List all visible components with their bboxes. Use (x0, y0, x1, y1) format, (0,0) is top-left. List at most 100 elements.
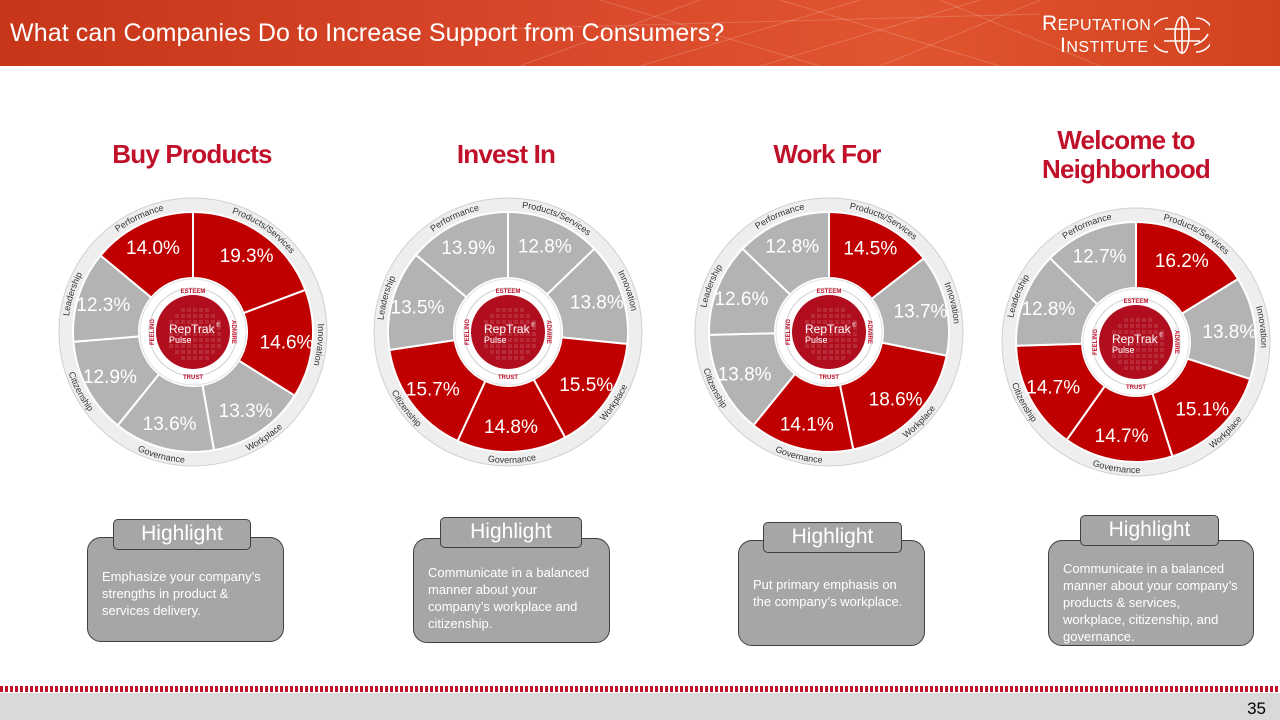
value-label-governance: 14.1% (780, 414, 834, 435)
reptrak-brand: RepTrak (169, 322, 216, 336)
value-label-performance: 12.7% (1073, 246, 1127, 267)
footer-dotted-divider (0, 686, 1280, 692)
reptrak-wheel-invest-in: 12.8%13.8%15.5%14.8%15.7%13.5%13.9%Produ… (373, 197, 643, 467)
logo-text-line1: REPUTATION (1042, 12, 1152, 35)
value-label-performance: 13.9% (441, 238, 495, 259)
reptrak-wheel-buy-products: 19.3%14.6%13.3%13.6%12.9%12.3%14.0%Produ… (58, 197, 328, 467)
pulse-grid (484, 308, 536, 360)
value-label-innovation: 13.8% (1202, 322, 1256, 343)
ring-word-trust: TRUST (819, 375, 839, 381)
value-label-performance: 12.8% (765, 236, 819, 257)
header-decoration (459, 0, 1101, 66)
value-label-products-services: 16.2% (1155, 251, 1209, 272)
category-label-governance: Governance (487, 452, 537, 465)
value-label-performance: 14.0% (126, 238, 180, 259)
highlight-text-2: Communicate in a balanced manner about y… (413, 538, 610, 643)
value-label-leadership: 12.3% (76, 295, 130, 316)
value-label-workplace: 15.5% (559, 375, 613, 396)
reptrak-pulse-logo (471, 295, 545, 369)
page-number: 35 (1247, 699, 1266, 718)
ring-word-trust: TRUST (498, 375, 518, 381)
pulse-grid (1112, 318, 1164, 370)
value-label-innovation: 14.6% (260, 332, 314, 353)
page-title: What can Companies Do to Increase Suppor… (10, 19, 725, 47)
ring-word-feeling: FEELING (150, 319, 156, 345)
ring-word-esteem: ESTEEM (817, 289, 842, 295)
pulse-grid (805, 308, 857, 360)
ring-word-trust: TRUST (183, 375, 203, 381)
registered-mark: ® (852, 322, 857, 329)
ring-word-esteem: ESTEEM (1124, 299, 1149, 305)
reptrak-pulse-logo (792, 295, 866, 369)
highlight-tab-1: Highlight (113, 519, 251, 550)
value-label-governance: 13.6% (143, 414, 197, 435)
chart-title-buy-products: Buy Products (112, 139, 272, 169)
registered-mark: ® (531, 322, 536, 329)
value-label-citizenship: 13.8% (718, 364, 772, 385)
ring-word-trust: TRUST (1126, 385, 1146, 391)
reptrak-sub: Pulse (805, 335, 828, 345)
slice-performance (414, 210, 509, 299)
registered-mark: ® (1159, 332, 1164, 339)
ring-word-admire: ADMIRE (230, 320, 236, 344)
chart-title-work-for: Work For (773, 139, 881, 169)
value-label-products-services: 14.5% (843, 239, 897, 260)
chart-title-welcome-to-neighborhood: Welcome to Neighborhood (1041, 125, 1211, 184)
pulse-grid (169, 308, 221, 360)
reptrak-brand: RepTrak (805, 322, 852, 336)
ring-word-esteem: ESTEEM (181, 289, 206, 295)
ring-word-feeling: FEELING (786, 319, 792, 345)
highlight-text-1: Emphasize your company’s strengths in pr… (87, 537, 284, 642)
value-label-citizenship: 12.9% (83, 367, 137, 388)
reptrak-wheel-welcome-to-neighborhood: 16.2%13.8%15.1%14.7%14.7%12.8%12.7%Produ… (1001, 207, 1271, 477)
center-ring-inner (1091, 297, 1181, 387)
ring-word-feeling: FEELING (1093, 329, 1099, 355)
slice-products-services (1135, 220, 1240, 316)
header-banner: What can Companies Do to Increase Suppor… (0, 0, 1280, 66)
value-label-leadership: 12.8% (1021, 299, 1075, 320)
value-label-products-services: 19.3% (220, 246, 274, 267)
highlight-text-4: Communicate in a balanced manner about y… (1048, 540, 1254, 646)
value-label-governance: 14.7% (1095, 426, 1149, 447)
slice-performance (1048, 220, 1137, 306)
slice-performance (741, 210, 830, 296)
slice-performance (99, 210, 194, 299)
value-label-innovation: 13.8% (570, 292, 624, 313)
highlight-tab-3: Highlight (763, 522, 902, 553)
value-label-citizenship: 15.7% (406, 379, 460, 400)
registered-mark: ® (216, 322, 221, 329)
reptrak-pulse-logo (1099, 305, 1173, 379)
value-label-leadership: 12.6% (714, 289, 768, 310)
slice-products-services (192, 210, 307, 315)
center-ring-inner (784, 287, 874, 377)
value-label-governance: 14.8% (484, 417, 538, 438)
value-label-leadership: 13.5% (391, 298, 445, 319)
highlight-tab-4: Highlight (1080, 515, 1219, 546)
reptrak-sub: Pulse (169, 335, 192, 345)
ring-word-admire: ADMIRE (545, 320, 551, 344)
center-ring-inner (148, 287, 238, 377)
reptrak-wheel-work-for: 14.5%13.7%18.6%14.1%13.8%12.6%12.8%Produ… (694, 197, 964, 467)
reputation-institute-logo: REPUTATION INSTITUTE (1042, 12, 1222, 58)
reptrak-pulse-logo (156, 295, 230, 369)
ring-word-admire: ADMIRE (866, 320, 872, 344)
chart-title-invest-in: Invest In (456, 139, 556, 169)
globe-icon (1154, 16, 1210, 54)
highlight-text-3: Put primary emphasis on the company’s wo… (738, 540, 925, 646)
value-label-citizenship: 14.7% (1026, 378, 1080, 399)
ring-word-esteem: ESTEEM (496, 289, 521, 295)
ring-word-admire: ADMIRE (1173, 330, 1179, 354)
footer-bar (0, 693, 1280, 720)
center-ring-inner (463, 287, 553, 377)
value-label-workplace: 13.3% (219, 401, 273, 422)
slice-workplace (838, 341, 948, 451)
value-label-products-services: 12.8% (518, 236, 572, 257)
logo-text-line2: INSTITUTE (1060, 34, 1149, 57)
reptrak-brand: RepTrak (1112, 332, 1159, 346)
reptrak-brand: RepTrak (484, 322, 531, 336)
value-label-workplace: 15.1% (1175, 400, 1229, 421)
reptrak-sub: Pulse (1112, 345, 1135, 355)
ring-word-feeling: FEELING (465, 319, 471, 345)
value-label-innovation: 13.7% (894, 302, 948, 323)
value-label-workplace: 18.6% (869, 389, 923, 410)
